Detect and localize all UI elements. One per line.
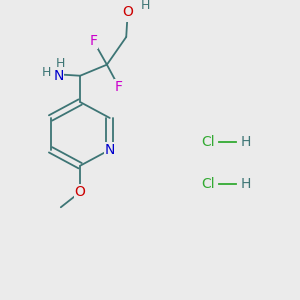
Text: Cl: Cl [201,177,215,191]
Text: H: H [42,67,51,80]
Text: F: F [115,80,123,94]
Text: N: N [53,69,64,83]
Text: O: O [122,5,133,19]
Text: H: H [140,0,150,12]
Text: Cl: Cl [201,135,215,149]
Text: H: H [240,135,250,149]
Text: F: F [89,34,98,48]
Text: H: H [56,57,65,70]
Text: H: H [240,177,250,191]
Text: N: N [105,143,115,157]
Text: O: O [75,185,86,199]
